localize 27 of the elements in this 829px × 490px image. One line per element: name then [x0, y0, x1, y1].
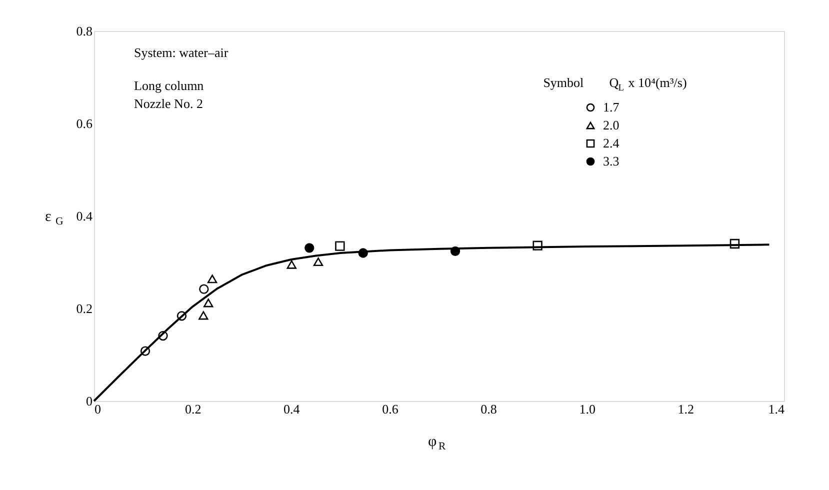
x-tick-label: 0.2 [184, 402, 202, 416]
point [304, 243, 314, 253]
x-tick-label: 1.0 [579, 402, 596, 416]
point [335, 241, 345, 251]
point [207, 274, 218, 284]
x-tick-label: 1.4 [768, 402, 785, 416]
legend-label: 2.4 [603, 136, 620, 150]
x-tick-label: 0.8 [480, 402, 497, 416]
point [204, 298, 214, 308]
legend-label: 1.7 [603, 100, 620, 114]
x-tick-label: 0.4 [284, 402, 300, 416]
x-tick-label: 0.6 [382, 402, 399, 416]
legend-label: 3.3 [603, 154, 620, 168]
y-tick-label: 0.4 [76, 208, 93, 224]
point [286, 260, 296, 269]
annotation: Long column [134, 78, 204, 93]
text: Symbol [543, 75, 584, 90]
point [313, 258, 324, 266]
y-tick-label: 0.2 [76, 301, 92, 316]
annotation: Nozzle No. 2 [134, 96, 203, 111]
point [198, 311, 208, 320]
legend-label: 2.0 [603, 118, 620, 132]
point [199, 284, 209, 294]
annotation: System: water–air [134, 45, 229, 60]
y-tick-label: 0.8 [76, 24, 92, 38]
y-tick-label: 0.6 [76, 116, 93, 131]
x-tick-label: 1.2 [678, 402, 694, 416]
